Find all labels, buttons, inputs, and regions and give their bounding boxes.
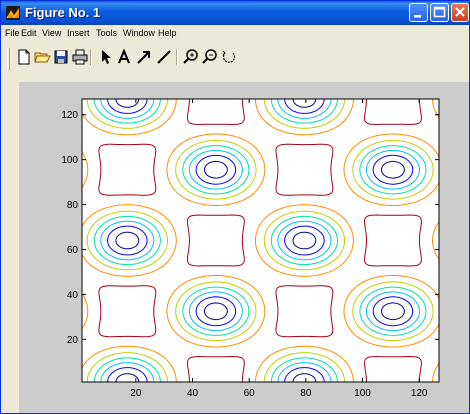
menu-bar: File Edit View Insert Tools Window Help	[1, 25, 469, 42]
menu-insert[interactable]: Insert	[67, 28, 90, 38]
maximize-icon	[433, 6, 446, 18]
contour-level-4	[93, 99, 427, 382]
y-tick-label: 60	[67, 245, 79, 256]
x-tick-label: 80	[300, 388, 312, 399]
toolbar	[1, 42, 469, 82]
menu-window[interactable]: Window	[123, 28, 156, 38]
open-file-icon	[34, 52, 51, 63]
insert-line-icon	[157, 50, 171, 64]
window-title: Figure No. 1	[25, 5, 101, 20]
contour-lines	[82, 99, 439, 382]
close-icon	[455, 7, 465, 17]
contour-level-6	[82, 99, 439, 382]
title-bar[interactable]: Figure No. 1	[1, 1, 469, 25]
menu-view[interactable]: View	[42, 28, 62, 38]
contour-level-1	[115, 99, 405, 382]
open-file-button[interactable]	[33, 48, 51, 66]
zoom-in-button[interactable]	[182, 48, 200, 66]
insert-arrow-icon	[137, 51, 150, 64]
y-tick-label: 80	[67, 200, 79, 211]
maximize-button[interactable]	[430, 3, 449, 22]
print-icon	[72, 49, 88, 65]
menu-help[interactable]: Help	[158, 28, 177, 38]
menu-file[interactable]: File	[5, 28, 20, 38]
axes-background	[82, 99, 439, 382]
new-figure-button[interactable]	[15, 48, 33, 66]
y-tick-label: 40	[67, 290, 79, 301]
save-icon	[54, 50, 68, 64]
contour-level-7	[98, 99, 422, 382]
x-tick-label: 40	[187, 388, 199, 399]
matlab-figure-icon	[6, 6, 20, 20]
contour-level-2	[107, 99, 414, 382]
minimize-button[interactable]	[409, 3, 428, 22]
save-button[interactable]	[52, 48, 70, 66]
contour-level-3	[100, 99, 420, 382]
x-tick-label: 20	[130, 388, 142, 399]
minimize-icon	[414, 15, 421, 18]
edit-plot-arrow-icon	[102, 50, 111, 64]
x-tick-label: 60	[244, 388, 256, 399]
zoom-out-button[interactable]	[201, 48, 219, 66]
zoom-in-icon	[183, 49, 198, 64]
insert-text-button[interactable]	[115, 48, 133, 66]
menu-edit[interactable]: Edit	[21, 28, 37, 38]
zoom-out-icon	[202, 49, 217, 64]
toolbar-separator	[90, 49, 92, 65]
close-button[interactable]	[451, 3, 469, 22]
y-tick-label: 100	[61, 155, 78, 166]
print-button[interactable]	[71, 48, 89, 66]
toolbar-grip[interactable]	[7, 48, 10, 70]
contour-plot[interactable]: 20 40 60 80 100 120 20 40 60 80 100 120	[19, 82, 469, 413]
axes-box	[81, 98, 440, 383]
y-tick-label: 20	[67, 335, 79, 346]
insert-line-button[interactable]	[155, 48, 173, 66]
y-tick-label: 120	[61, 110, 78, 121]
insert-arrow-button[interactable]	[135, 48, 153, 66]
toolbar-separator	[176, 49, 178, 65]
new-figure-icon	[18, 49, 30, 65]
rotate-3d-icon	[222, 50, 236, 63]
figure-canvas: 20 40 60 80 100 120 20 40 60 80 100 120	[19, 82, 469, 413]
insert-text-icon	[118, 48, 130, 64]
menu-tools[interactable]: Tools	[96, 28, 118, 38]
x-tick-label: 120	[411, 388, 428, 399]
rotate-3d-button[interactable]	[220, 48, 238, 66]
x-tick-label: 100	[354, 388, 371, 399]
edit-plot-button[interactable]	[96, 48, 114, 66]
contour-level-5	[86, 99, 434, 382]
